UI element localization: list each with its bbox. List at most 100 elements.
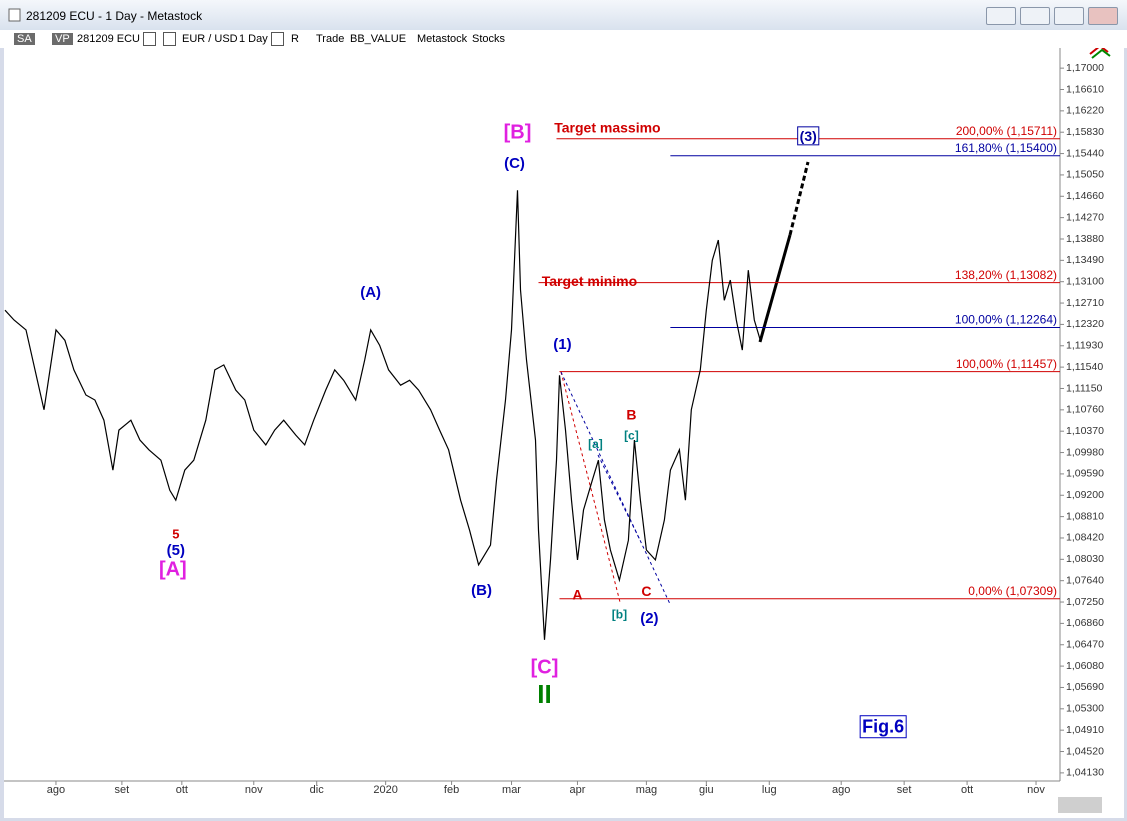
y-tick-label: 1,11150 xyxy=(1066,382,1103,394)
x-tick-label: nov xyxy=(245,784,263,796)
title-bar: 281209 ECU - 1 Day - Metastock xyxy=(0,0,1127,30)
y-tick-label: 1,10760 xyxy=(1066,404,1104,416)
annotation: Fig.6 xyxy=(862,717,904,737)
y-tick-label: 1,08030 xyxy=(1066,553,1104,565)
trend-line xyxy=(560,371,671,605)
y-tick-label: 1,16610 xyxy=(1066,83,1104,95)
y-tick-label: 1,04910 xyxy=(1066,724,1104,736)
annotation: II xyxy=(537,679,551,709)
annotation: (C) xyxy=(504,155,525,172)
toolbar-item[interactable]: R xyxy=(291,33,299,45)
level-label: 138,20% (1,13082) xyxy=(955,268,1057,282)
restore-all-button[interactable] xyxy=(986,7,1016,25)
toolbar-item[interactable]: Metastock xyxy=(417,33,468,45)
toolbar-item[interactable]: Stocks xyxy=(472,33,506,45)
y-tick-label: 1,10370 xyxy=(1066,425,1104,437)
chart: 1,17000 1,16610 1,16220 1,15830 1,15440 1,150… xyxy=(4,48,1124,818)
y-tick-label: 1,15440 xyxy=(1066,147,1104,159)
y-tick-label: 1,06470 xyxy=(1066,639,1104,651)
window-title: 281209 ECU - 1 Day - Metastock xyxy=(26,9,203,23)
annotation: A xyxy=(572,587,582,603)
y-tick-label: 1,14660 xyxy=(1066,190,1104,202)
level-label: 161,80% (1,15400) xyxy=(955,141,1057,155)
y-tick-label: 1,13490 xyxy=(1066,254,1104,266)
y-tick-label: 1,14270 xyxy=(1066,211,1104,223)
annotation: (B) xyxy=(471,582,492,599)
price-line xyxy=(4,190,761,640)
x-tick-label: set xyxy=(897,784,912,796)
annotation-box xyxy=(859,715,907,739)
x-tick-label: apr xyxy=(570,784,586,796)
y-tick-label: 1,15050 xyxy=(1066,169,1104,181)
annotation: [a] xyxy=(588,437,603,451)
y-tick-label: 1,17000 xyxy=(1066,62,1104,74)
x-tick-label: ott xyxy=(961,784,973,796)
y-tick-label: 1,16220 xyxy=(1066,105,1104,117)
x-tick-label: feb xyxy=(444,784,459,796)
annotation: [b] xyxy=(612,607,627,621)
y-tick-label: 1,13100 xyxy=(1066,275,1104,287)
toolbar-button[interactable]: SA xyxy=(14,33,35,45)
x-tick-label: mar xyxy=(502,784,521,796)
annotation-box xyxy=(797,126,820,146)
y-tick-label: 1,09980 xyxy=(1066,446,1104,458)
annotation: Target minimo xyxy=(542,273,637,289)
minimize-button[interactable] xyxy=(1020,7,1050,25)
y-tick-label: 1,04520 xyxy=(1066,745,1104,757)
annotation: (A) xyxy=(360,284,381,301)
chart-background xyxy=(4,48,1124,818)
toolbar-button[interactable]: VP xyxy=(52,33,73,45)
annotation: Target massimo xyxy=(554,120,660,136)
x-tick-label: ago xyxy=(47,784,65,796)
annotation: [C] xyxy=(531,657,559,679)
x-tick-label: set xyxy=(115,784,130,796)
annotation: [A] xyxy=(159,559,187,581)
toolbar-item[interactable]: 281209 ECU xyxy=(77,33,140,45)
toolbar-item[interactable]: 1 Day xyxy=(239,33,268,45)
y-tick-label: 1,11930 xyxy=(1066,340,1103,352)
maximize-button[interactable] xyxy=(1054,7,1084,25)
dropdown[interactable] xyxy=(163,32,176,46)
annotation: C xyxy=(641,583,651,599)
x-tick-label: dic xyxy=(310,784,325,796)
x-tick-label: mag xyxy=(636,784,657,796)
x-tick-label: nov xyxy=(1027,784,1045,796)
annotation: (1) xyxy=(553,336,571,353)
annotation: [c] xyxy=(624,428,639,442)
toolbar-item[interactable]: BB_VALUE xyxy=(350,33,407,45)
x-tick-label: giu xyxy=(699,784,714,796)
toolbar-item[interactable]: Trade xyxy=(316,33,345,45)
level-label: 0,00% (1,07309) xyxy=(968,584,1057,598)
projection-line xyxy=(758,234,792,343)
annotation: (3) xyxy=(800,128,817,144)
annotation: B xyxy=(626,407,636,423)
y-tick-label: 1,05300 xyxy=(1066,703,1104,715)
annotation: 5 xyxy=(172,527,179,542)
y-tick-label: 1,05690 xyxy=(1066,681,1104,693)
y-tick-label: 1,12320 xyxy=(1066,318,1104,330)
x-tick-label: ott xyxy=(176,784,188,796)
y-tick-label: 1,06860 xyxy=(1066,617,1104,629)
toolbar: SA VP 281209 ECU EUR / USD 1 Day R Trade… xyxy=(0,30,1127,48)
x-tick-label: 2020 xyxy=(373,784,397,796)
scrollbar[interactable] xyxy=(1058,797,1102,813)
y-tick-label: 1,04130 xyxy=(1066,767,1104,779)
y-tick-label: 1,15830 xyxy=(1066,126,1104,138)
close-button[interactable] xyxy=(1088,7,1118,25)
x-tick-label: lug xyxy=(762,784,777,796)
y-tick-label: 1,09590 xyxy=(1066,468,1104,480)
app-icon xyxy=(8,8,21,22)
toolbar-item[interactable]: EUR / USD xyxy=(182,33,238,45)
projection-line xyxy=(788,161,810,236)
dropdown[interactable] xyxy=(143,32,156,46)
y-tick-label: 1,07250 xyxy=(1066,596,1104,608)
corner-icon xyxy=(1089,48,1111,59)
y-tick-label: 1,06080 xyxy=(1066,660,1104,672)
y-tick-label: 1,13880 xyxy=(1066,233,1104,245)
dropdown[interactable] xyxy=(271,32,284,46)
annotation: (2) xyxy=(640,610,658,627)
x-tick-label: ago xyxy=(832,784,850,796)
annotation: (5) xyxy=(167,542,185,559)
level-label: 100,00% (1,11457) xyxy=(956,357,1057,371)
